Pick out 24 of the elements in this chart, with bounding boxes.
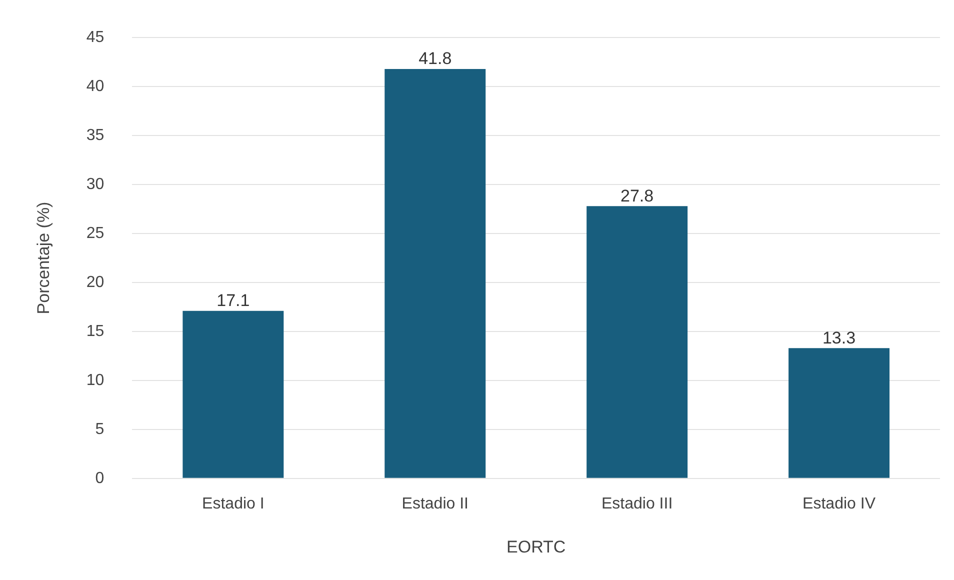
- y-axis-title: Porcentaje (%): [34, 202, 53, 314]
- x-axis-title: EORTC: [506, 537, 566, 556]
- x-tick-label: Estadio III: [601, 495, 673, 512]
- bar: [586, 206, 688, 478]
- x-tick-label: Estadio IV: [802, 495, 876, 512]
- data-label: 41.8: [418, 49, 452, 68]
- data-label: 13.3: [822, 328, 856, 348]
- y-tick-label: 0: [95, 470, 104, 487]
- bar: [384, 68, 486, 478]
- bar: [788, 348, 890, 478]
- data-label: 27.8: [620, 186, 654, 206]
- y-tick-label: 10: [86, 372, 104, 389]
- bar: [182, 310, 284, 478]
- y-tick-label: 30: [86, 176, 104, 193]
- y-tick-label: 35: [86, 126, 104, 144]
- y-tick-label: 45: [86, 29, 104, 46]
- y-tick-label: 40: [86, 78, 104, 95]
- data-label: 17.1: [216, 291, 250, 310]
- x-tick-label: Estadio I: [202, 495, 264, 512]
- y-tick-label: 5: [95, 420, 104, 438]
- y-tick-label: 20: [86, 274, 104, 291]
- x-tick-label: Estadio II: [402, 495, 468, 512]
- y-tick-label: 15: [86, 322, 104, 340]
- y-tick-label: 25: [86, 224, 104, 242]
